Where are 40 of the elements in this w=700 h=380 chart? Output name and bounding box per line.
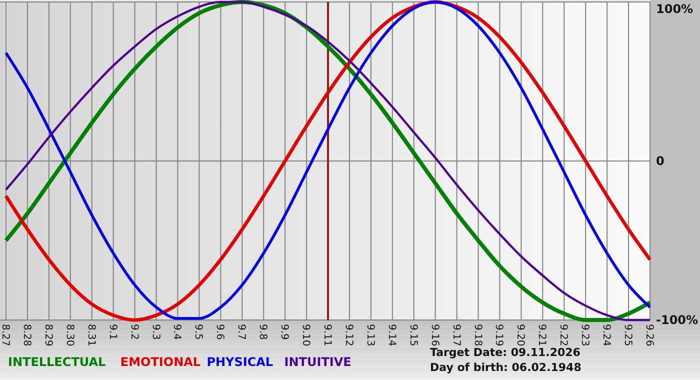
x-tick-label: 9.14 (386, 324, 397, 346)
y-tick-label: 0 (656, 154, 664, 168)
x-tick-label: 9.11 (322, 324, 332, 346)
x-tick-label: 9.4 (171, 324, 182, 340)
x-tick-label: 8.30 (64, 324, 75, 346)
x-tick-label: 9.10 (300, 324, 312, 346)
x-tick-label: 9.16 (428, 324, 440, 346)
text: INTUITIVE (284, 355, 352, 369)
x-tick-label: 9.13 (364, 324, 376, 346)
x-tick-label: 9.8 (257, 324, 268, 340)
y-tick-label: 100% (656, 2, 694, 16)
x-tick-label: 9.12 (342, 324, 354, 346)
x-tick-label: 9.23 (579, 324, 590, 346)
text: Day of birth: 06.02.1948 (430, 361, 582, 374)
x-tick-label: 9.9 (278, 324, 290, 340)
x-tick-label: 9.21 (536, 324, 548, 346)
x-tick-label: 9.1 (106, 324, 118, 340)
x-tick-label: 9.5 (192, 324, 204, 340)
x-tick-label: 9.19 (493, 324, 504, 346)
text: PHYSICAL (206, 355, 274, 369)
x-tick-label: 8.27 (0, 324, 10, 346)
x-tick-label: 9.15 (407, 324, 418, 346)
x-tick-label: 9.26 (644, 324, 654, 346)
x-tick-label: 8.29 (42, 324, 54, 346)
text: EMOTIONAL (120, 355, 201, 369)
x-tick-label: 9.7 (236, 324, 247, 340)
x-tick-label: 9.3 (150, 324, 161, 340)
x-tick-label: 9.20 (514, 324, 526, 346)
x-tick-label: 9.6 (214, 324, 226, 340)
x-tick-label: 8.28 (20, 324, 32, 346)
x-tick-label: 9.17 (450, 324, 462, 346)
x-tick-label: 9.18 (472, 324, 483, 346)
x-tick-label: 9.2 (128, 324, 140, 340)
x-tick-label: 9.24 (600, 324, 612, 346)
y-tick-label: -100% (656, 313, 698, 328)
x-tick-label: 8.31 (85, 324, 96, 346)
text: Target Date: 09.11.2026 (430, 346, 581, 359)
text: INTELLECTUAL (8, 355, 106, 369)
x-tick-label: 9.22 (558, 324, 569, 346)
x-tick-label: 9.25 (622, 324, 634, 346)
